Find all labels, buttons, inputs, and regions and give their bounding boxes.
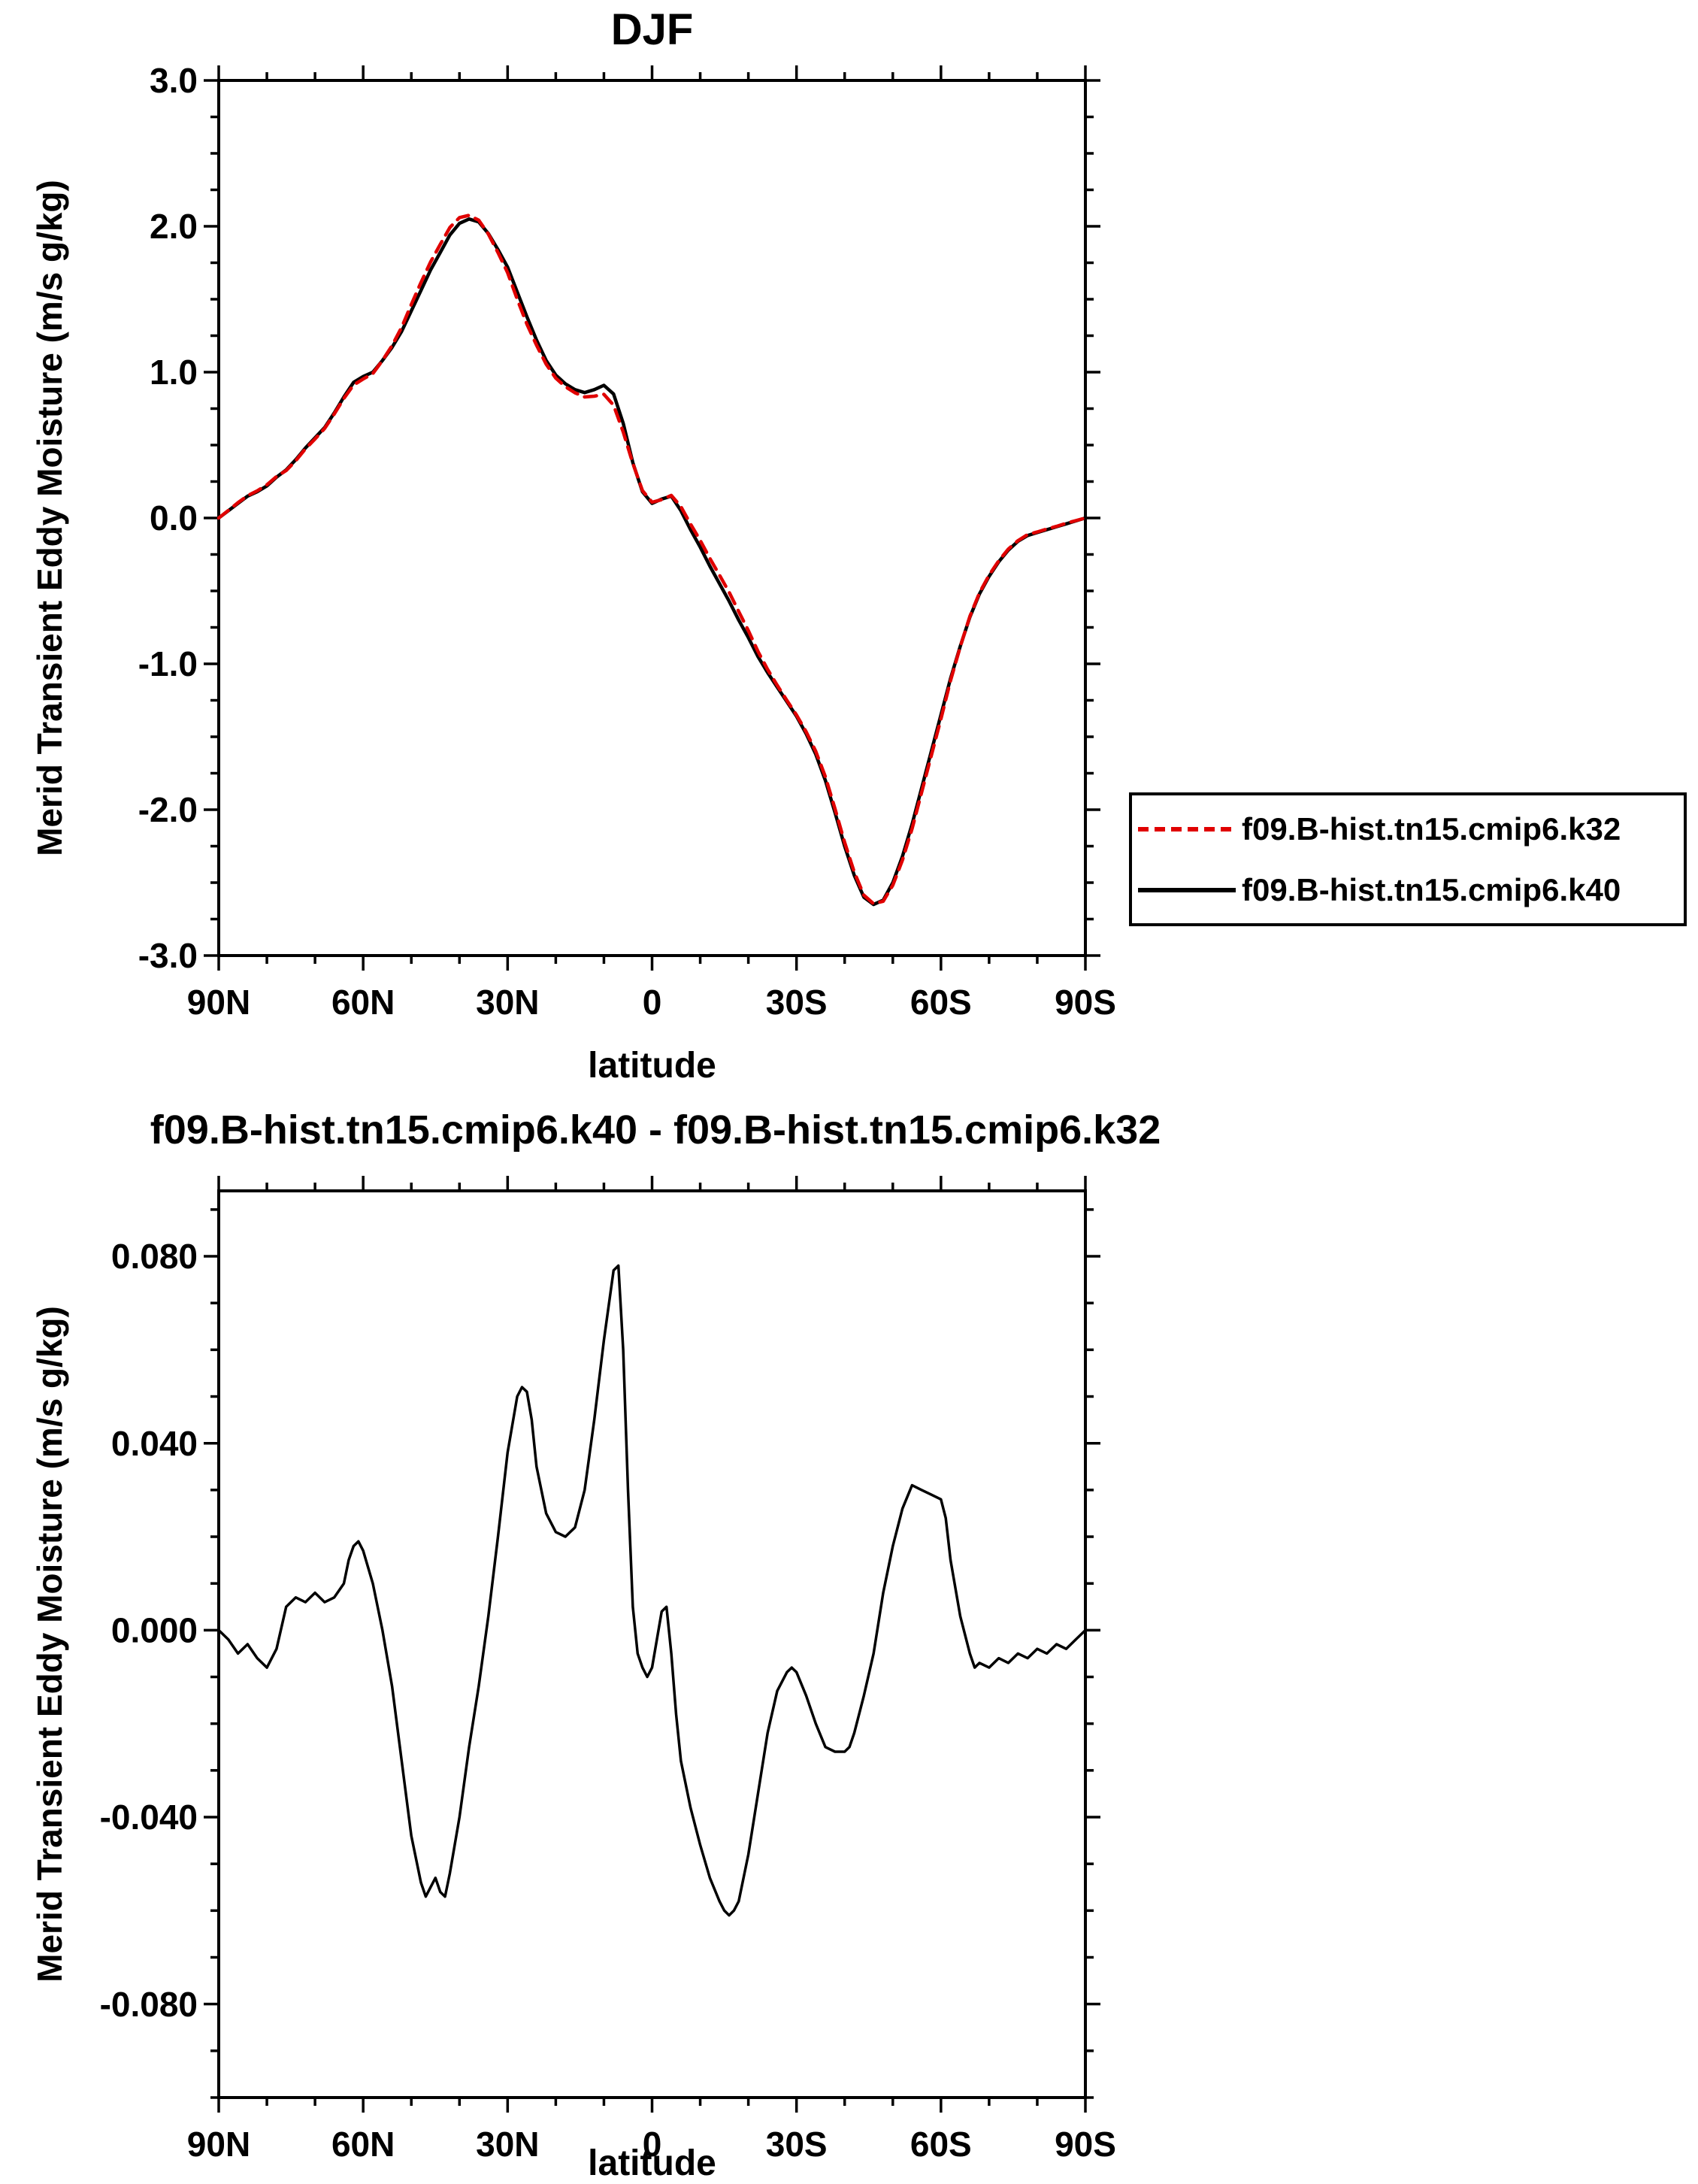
tick-label: 90N [187,983,250,1022]
tick-label: 0.000 [111,1610,198,1649]
legend-label-k32: f09.B-hist.tn15.cmip6.k32 [1242,810,1621,847]
bottom-chart-axes [204,1176,1100,2113]
tick-label: -1.0 [138,644,198,683]
bottom-chart-title: f09.B-hist.tn15.cmip6.k40 - f09.B-hist.t… [150,1107,1161,1153]
bottom-chart-tick-labels: 90N 60N 30N 0 30S 60S 90S 0.080 0.040 0.000 -0.040… [100,1237,1116,2164]
tick-label: 30S [766,983,828,1022]
tick-label: 60S [910,983,972,1022]
legend-line-sample-solid-icon [1138,887,1236,892]
top-chart-tick-labels: 90N 60N 30N 0 30S 60S 90S 3.0 2.0 1.0 0.0 -1.0 -2.0 -… [138,61,1116,1022]
tick-label: 60S [910,2125,972,2164]
tick-label: 0 [643,983,662,1022]
top-chart-title: DJF [610,5,694,54]
top-axis-frame [217,79,1087,957]
tick-label: 1.0 [150,353,198,392]
legend: f09.B-hist.tn15.cmip6.k32 f09.B-hist.tn1… [1129,792,1687,926]
tick-label: 60N [331,2125,395,2164]
tick-label: 30S [766,2125,828,2164]
legend-item-k32: f09.B-hist.tn15.cmip6.k32 [1138,811,1678,847]
tick-label: 90N [187,2125,250,2164]
tick-label: 30N [476,2125,539,2164]
tick-label: 90S [1055,983,1116,1022]
top-chart-axes [204,65,1100,971]
tick-label: -0.040 [100,1798,198,1837]
tick-label: 2.0 [150,207,198,246]
legend-label-k40: f09.B-hist.tn15.cmip6.k40 [1242,871,1621,907]
tick-label: 0.040 [111,1424,198,1463]
top-series-line [216,217,1088,907]
tick-label: -2.0 [138,790,198,829]
bottom-series-line [217,1264,1087,1917]
tick-label: 3.0 [150,61,198,100]
tick-label: 0.0 [150,498,198,538]
tick-label: -3.0 [138,936,198,975]
tick-label: 0.080 [111,1237,198,1276]
top-chart-x-axis-label: latitude [588,1046,716,1086]
top-series-line [216,214,1088,906]
tick-label: 60N [331,983,395,1022]
bottom-chart-x-axis-label: latitude [588,2143,716,2183]
tick-label: 0 [643,2125,662,2164]
bottom-axis-frame [217,1189,1087,2099]
tick-label: 90S [1055,2125,1116,2164]
tick-label: 30N [476,983,539,1022]
legend-item-k40: f09.B-hist.tn15.cmip6.k40 [1138,872,1678,908]
tick-label: -0.080 [100,1985,198,2024]
